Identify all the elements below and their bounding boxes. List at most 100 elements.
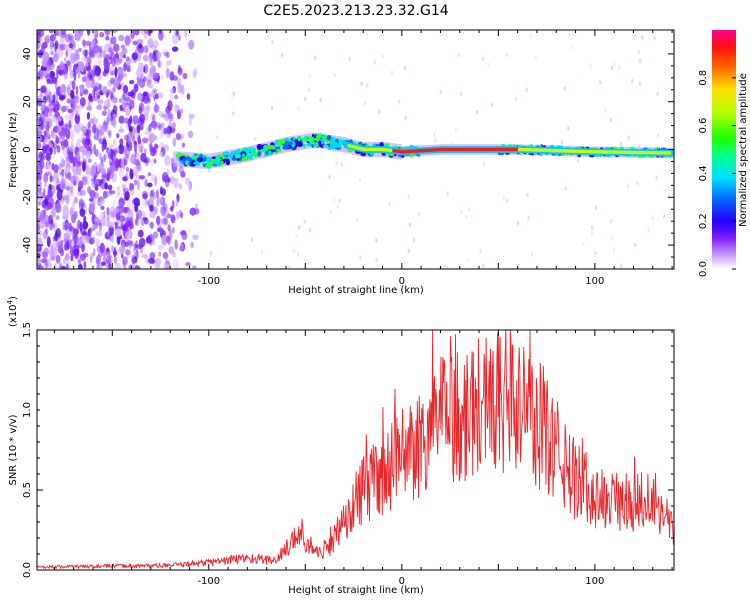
noise-speck (172, 85, 176, 94)
ridge-core-inner (645, 151, 647, 155)
noise-speck (582, 242, 585, 247)
noise-speck (161, 234, 168, 246)
noise-speck (41, 158, 45, 167)
noise-speck (100, 167, 106, 175)
ridge-core-inner (608, 150, 611, 154)
ridge-core-inner (611, 150, 614, 154)
noise-speck (137, 229, 144, 238)
noise-speck (636, 181, 639, 186)
noise-speck (150, 44, 157, 50)
ridge-core-inner (516, 147, 519, 152)
noise-speck (68, 119, 72, 130)
ridge-core-inner (531, 148, 534, 152)
noise-speck (89, 50, 96, 59)
noise-speck (145, 199, 149, 206)
noise-speck (162, 251, 169, 260)
noise-speck (127, 91, 135, 97)
noise-speck (130, 203, 134, 211)
noise-speck (48, 214, 53, 225)
noise-speck (105, 259, 110, 268)
ridge-core-inner (365, 147, 368, 152)
noise-speck (63, 232, 71, 243)
noise-speck (129, 182, 133, 191)
noise-speck (149, 204, 154, 212)
ridge-core-inner (446, 147, 449, 152)
ridge-core-inner (570, 149, 573, 153)
noise-speck (174, 239, 178, 250)
noise-speck (64, 224, 71, 233)
noise-speck (119, 125, 123, 132)
noise-speck (88, 46, 93, 52)
ridge-core-inner (553, 148, 555, 153)
ridge-core-inner (489, 147, 492, 152)
ridge-core-inner (503, 147, 505, 152)
noise-speck (144, 217, 149, 225)
noise-speck (109, 211, 116, 218)
noise-speck (122, 54, 127, 59)
ridge-core-inner (412, 149, 415, 153)
noise-speck (136, 39, 144, 44)
y-tick-label: 1.5 (22, 322, 33, 338)
ridge-core-inner (368, 147, 370, 152)
y-tick-label: 40 (22, 48, 33, 61)
noise-speck (171, 200, 175, 209)
noise-speck (381, 54, 384, 59)
noise-speck (143, 30, 149, 35)
noise-speck (490, 103, 494, 108)
noise-speck (143, 30, 148, 40)
noise-speck (338, 198, 341, 204)
ridge-core-outer (346, 142, 349, 149)
ridge-blob (276, 148, 282, 152)
noise-speck (340, 162, 343, 167)
noise-speck (186, 93, 191, 100)
ridge-core-inner (473, 147, 476, 152)
noise-speck (171, 122, 176, 129)
noise-speck (118, 197, 125, 209)
noise-speck (655, 175, 658, 180)
noise-speck (82, 88, 89, 96)
noise-speck (232, 91, 236, 96)
ridge-blob (262, 148, 269, 152)
noise-speck (534, 56, 537, 61)
noise-speck (100, 178, 104, 184)
noise-speck (61, 177, 67, 188)
noise-speck (81, 202, 86, 209)
noise-speck (172, 259, 179, 269)
noise-speck (100, 205, 105, 210)
ridge-core-inner (358, 146, 361, 150)
ridge-core-inner (565, 149, 568, 153)
noise-speck (107, 184, 113, 191)
noise-speck (37, 236, 42, 242)
noise-speck (185, 262, 191, 267)
noise-speck (123, 84, 129, 94)
ridge-core-inner (450, 147, 453, 152)
noise-speck (42, 248, 49, 258)
noise-speck (454, 128, 458, 133)
noise-speck (50, 256, 56, 261)
noise-speck (151, 148, 158, 154)
noise-speck (618, 64, 621, 70)
noise-speck (95, 51, 103, 59)
ridge-core-inner (627, 150, 630, 154)
noise-speck (114, 256, 118, 263)
noise-speck (38, 30, 45, 37)
noise-speck (57, 240, 62, 247)
ridge-core-inner (639, 150, 642, 155)
ridge-blob (254, 152, 258, 158)
noise-speck (59, 37, 65, 44)
noise-speck (467, 207, 471, 212)
noise-speck (144, 112, 149, 121)
noise-speck (526, 192, 529, 198)
ridge-core-inner (604, 150, 607, 154)
noise-speck (92, 248, 96, 257)
ridge-blob (196, 157, 204, 163)
noise-speck (375, 258, 378, 263)
noise-speck (137, 92, 143, 101)
noise-speck (208, 168, 211, 173)
ridge-core-inner (527, 148, 530, 152)
ridge-halo (254, 144, 258, 160)
ridge-core-inner (628, 150, 631, 154)
noise-speck (43, 173, 49, 183)
ridge-blob (222, 151, 230, 156)
noise-speck (78, 259, 82, 265)
